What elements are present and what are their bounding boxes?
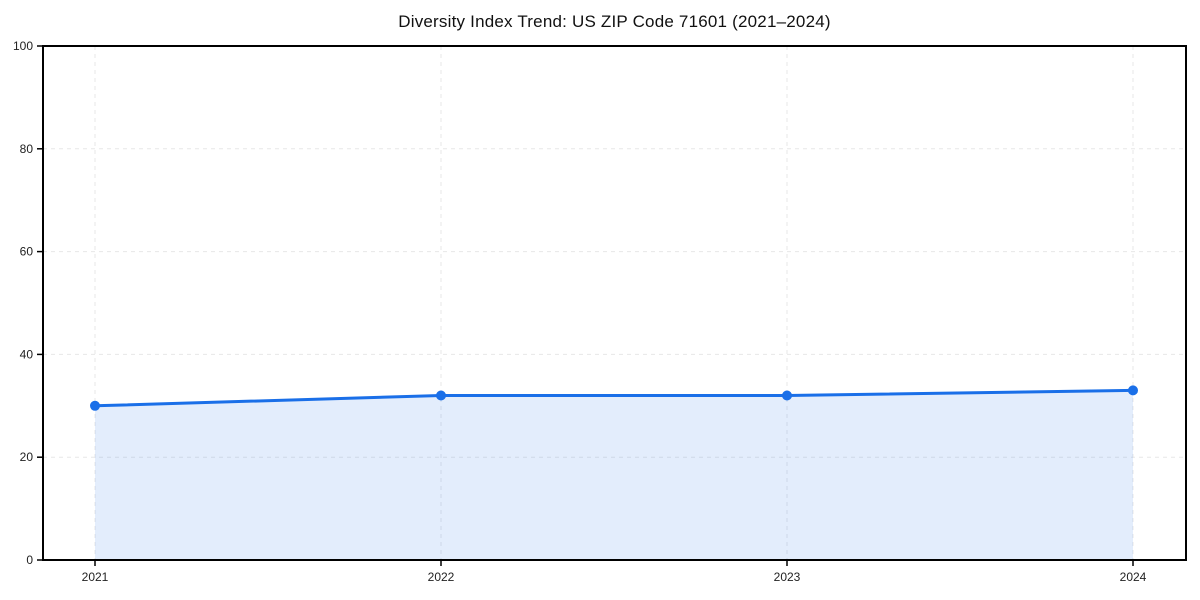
y-tick-label: 40 [20,347,34,361]
area-fill [95,390,1133,560]
x-tick-label: 2023 [774,570,801,584]
y-tick-label: 100 [13,39,33,53]
x-tick-label: 2024 [1120,570,1147,584]
plot-border [42,45,1187,561]
y-tick-label: 0 [26,553,33,567]
data-point-2023 [782,390,792,401]
x-tick-label: 2021 [82,570,109,584]
trend-line [93,388,1135,408]
y-tick-label: 60 [20,245,34,259]
y-tick-label: 20 [20,450,34,464]
y-tick-label: 80 [20,142,34,156]
data-point-2022 [436,390,446,401]
data-point-2021 [90,400,100,411]
chart-title: Diversity Index Trend: US ZIP Code 71601… [398,12,831,31]
x-tick-label: 2022 [428,570,455,584]
data-point-2024 [1128,385,1138,396]
